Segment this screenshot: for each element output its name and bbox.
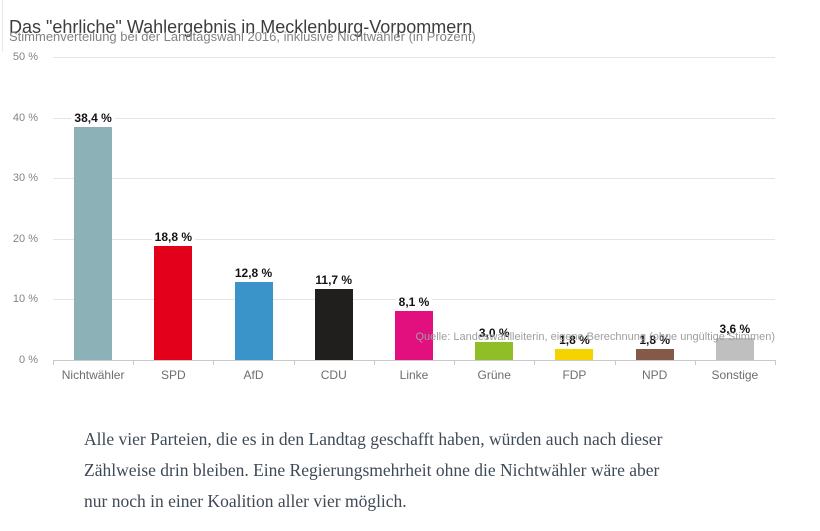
x-axis-tick [614,360,616,365]
gridline [53,178,775,180]
chart-column: 18,8 % [133,57,213,360]
x-axis-category-label: Sonstige [711,368,759,382]
bar-value-label: 8,1 % [374,294,454,309]
gridline [53,117,775,119]
bar-fdp [555,349,594,360]
x-axis-tick [775,360,776,365]
bar-value-text: 12,8 % [231,266,276,281]
bar-spd [154,246,193,360]
source-note: Quelle: Landeswahlleiterin, eigene Berec… [415,331,775,343]
x-axis-category-label: Nichtwähler [61,368,125,382]
bar-value-text: 3,0 % [475,325,513,340]
bar-value-text: 1,8 % [636,333,673,348]
chart-column: 11,7 % [294,57,374,360]
chart-column: 8,1 % [374,57,454,360]
bar-value-label: 1,8 % [534,333,614,348]
bar-value-text: 8,1 % [395,294,433,309]
y-axis-tick-label: 20 % [12,232,38,245]
bar-value-text: 18,8 % [151,230,195,245]
x-axis-tick [454,360,456,365]
gridline [53,57,775,58]
x-axis-tick [213,360,215,365]
bar-value-label: 12,8 % [213,266,293,281]
x-axis-category-label: AfD [243,368,264,382]
bar-value-label: 18,8 % [133,230,213,245]
bar-chart: 0 % 10 % 20 % 30 % 40 % 50 % 38,4 % Nichtwähler… [0,50,820,405]
y-axis-tick-label: 50 % [12,51,38,63]
bar-value-label: 11,7 % [294,273,374,288]
y-axis-tick-label: 0 % [19,354,38,366]
chart-column: 12,8 % [213,57,293,360]
bar-linke [394,310,433,360]
chart-column: 3,0 % [454,57,534,360]
bar-value-label: 3,6 % [695,322,775,337]
chart-column: 1,8 % [615,57,695,360]
bar-value-label: 1,8 % [615,333,695,348]
x-axis-tick [53,360,54,365]
x-axis-tick [293,360,295,365]
footer-paragraph-line: nur noch in einer Koalition aller vier m… [84,491,407,511]
chart-column: 3,6 % [695,57,775,360]
x-axis-category-label: FDP [562,368,587,382]
bar-npd [635,349,674,360]
x-axis-category-label: NPD [641,368,668,382]
chart-column: 1,8 % [534,57,614,360]
chart-subtitle: Stimmenverteilung bei der Landtagswahl 2… [9,29,476,44]
x-axis-line [53,360,775,361]
x-axis-tick [694,360,696,365]
bar-nichtwähler [74,127,113,360]
x-axis-category-label: CDU [320,368,347,382]
x-axis-category-label: Grüne [477,368,511,382]
bar-sonstige [715,338,754,360]
bar-grüne [475,341,514,360]
footer-paragraph-line: Zählweise drin bleiben. Eine Regierungsm… [84,460,660,480]
bar-value-label: 38,4 % [53,111,133,126]
footer-paragraph-line: Alle vier Parteien, die es in den Landta… [84,429,663,449]
gridline [53,238,775,240]
x-axis-category-label: Linke [399,368,429,382]
y-axis-tick-label: 10 % [12,293,38,306]
bar-cdu [314,289,353,360]
chart-column: 38,4 % [53,57,133,360]
y-axis-tick-label: 30 % [12,172,38,185]
chart-title: Das "ehrliche" Wahlergebnis in Mecklenbu… [9,17,473,38]
footer-paragraph: Alle vier Parteien, die es in den Landta… [84,424,662,517]
bar-value-label: 3,0 % [454,325,534,340]
bar-value-text: 38,4 % [71,111,115,126]
y-axis-tick-label: 40 % [12,111,38,124]
bar-value-text: 11,7 % [312,273,356,288]
x-axis-tick [373,360,375,365]
x-axis-tick [133,360,135,365]
x-axis-category-label: SPD [160,368,186,382]
page-edge-line [2,0,3,52]
bar-value-text: 3,6 % [716,322,754,337]
bar-value-text: 1,8 % [556,333,593,348]
bar-afd [234,282,273,360]
x-axis-tick [534,360,536,365]
